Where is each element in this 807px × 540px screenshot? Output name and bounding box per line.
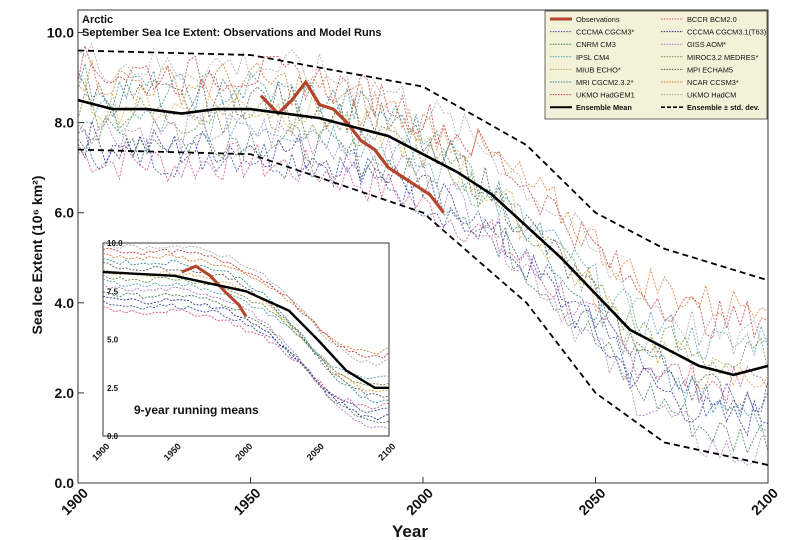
- inset-y-tick-label: 7.5: [107, 287, 119, 296]
- legend-label: Ensemble Mean: [576, 103, 632, 112]
- inset-title: 9-year running means: [134, 403, 259, 417]
- inset-model-line: [102, 278, 390, 380]
- legend-label: UKMO HadGEM1: [576, 91, 635, 100]
- legend-box: [544, 10, 768, 120]
- y-tick-label: 6.0: [55, 205, 75, 221]
- legend-label: CCCMA CGCM3*: [576, 28, 634, 37]
- x-tick-label: 1950: [230, 485, 263, 518]
- legend-label: CCCMA CGCM3.1(T63): [687, 28, 766, 37]
- inset-x-tick-label: 2100: [376, 441, 397, 462]
- y-tick-label: 2.0: [55, 385, 75, 401]
- y-tick-label: 8.0: [55, 115, 75, 131]
- legend-label: BCCR BCM2.0: [687, 15, 737, 24]
- x-axis-label: Year: [392, 522, 428, 540]
- inset-model-line: [102, 258, 390, 403]
- inset-x-tick-label: 1950: [162, 441, 183, 462]
- inset-chart: 0.0 2.5 5.0 7.5 10.0 1900 1950 2000 2050 2100 9-y…: [90, 239, 397, 462]
- model-line: [77, 59, 769, 320]
- y-tick-label: 4.0: [55, 295, 75, 311]
- legend-label: MPI ECHAM5: [687, 65, 733, 74]
- inset-model-line: [102, 252, 390, 355]
- inset-series-layer: [102, 244, 390, 430]
- inset-model-line: [103, 244, 390, 367]
- model-line: [77, 44, 769, 339]
- legend-label: MIUB ECHO*: [576, 65, 621, 74]
- legend-label: UKMO HadCM: [687, 91, 736, 100]
- model-line: [77, 111, 769, 466]
- x-tick-label: 2000: [403, 485, 436, 518]
- legend-label: Observations: [576, 15, 620, 24]
- inset-model-line: [102, 262, 390, 398]
- observations-line: [259, 79, 445, 214]
- inset-ensemble-mean-line: [102, 270, 389, 389]
- ensemble-std-line: [77, 148, 769, 466]
- y-tick-label: 10.0: [47, 25, 74, 41]
- legend-label: MRI CGCM2.3.2*: [576, 78, 634, 87]
- inset-model-line: [102, 247, 390, 359]
- inset-model-line: [102, 282, 390, 430]
- inset-y-tick-label: 0.0: [107, 432, 119, 441]
- x-tick-label: 2050: [575, 485, 608, 518]
- legend-label: Ensemble ± std. dev.: [687, 103, 760, 112]
- model-line: [77, 72, 769, 415]
- chart-subtitle: September Sea Ice Extent: Observations a…: [82, 27, 382, 39]
- inset-x-tick-label: 1900: [90, 441, 111, 462]
- inset-x-tick-label: 2000: [233, 441, 254, 462]
- inset-x-tick-label: 2050: [305, 441, 326, 462]
- model-line: [77, 63, 769, 432]
- inset-model-line: [102, 295, 390, 421]
- x-tick-label: 2100: [748, 485, 781, 518]
- ensemble-mean-line: [77, 98, 769, 377]
- legend-label: NCAR CCSM3*: [687, 78, 739, 87]
- y-tick-label: 0.0: [55, 475, 75, 491]
- inset-y-tick-label: 2.5: [107, 384, 119, 393]
- legend-label: GISS AOM*: [687, 40, 726, 49]
- chart-title: Arctic: [82, 14, 113, 26]
- main-series-layer: [77, 42, 769, 466]
- y-axis-label: Sea Ice Extent (10⁶ km²): [29, 176, 45, 335]
- legend-label: IPSL CM4: [576, 53, 609, 62]
- legend-label: MIROC3.2 MEDRES*: [687, 53, 759, 62]
- inset-y-tick-label: 10.0: [107, 239, 123, 248]
- legend-label: CNRM CM3: [576, 40, 616, 49]
- inset-y-tick-label: 5.0: [107, 336, 119, 345]
- model-line: [77, 42, 769, 355]
- inset-observations-line: [181, 264, 248, 318]
- inset-model-line: [102, 300, 390, 414]
- model-line: [77, 92, 769, 375]
- inset-model-line: [102, 274, 390, 386]
- legend: Observations BCCR BCM2.0 CCCMA CGCM3* CCCMA…: [544, 10, 768, 120]
- ensemble-std-line: [77, 49, 769, 282]
- model-line: [77, 129, 769, 418]
- model-line: [77, 77, 769, 390]
